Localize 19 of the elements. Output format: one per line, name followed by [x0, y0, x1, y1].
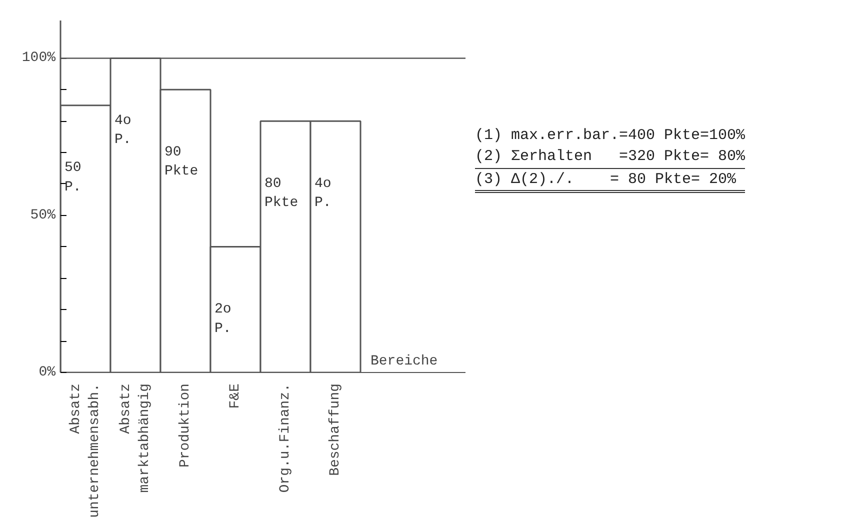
x-tick-label: Produktion [178, 384, 194, 468]
annotation: 4o P. [114, 113, 132, 148]
x-tick-label: F&E [228, 383, 244, 409]
x-tick-label: Org.u.Finanz. [278, 384, 294, 493]
annotation: 90 Pkte [164, 144, 198, 180]
x-axis-title: Bereiche [370, 354, 438, 370]
text: (3) Δ(2)./. = 80 Pkte= 20% [475, 168, 746, 194]
text: (2) Σerhalten =320 Pkte= 80% [475, 146, 746, 169]
annotation: 50 P. [64, 160, 82, 196]
y-tick-label: 50% [30, 207, 56, 224]
text: (1) max.err.bar.=400 Pkte=100% [475, 126, 746, 146]
x-tick-label: Absatz unternehmensabh. [68, 383, 104, 518]
annotation: 80 Pkte [264, 176, 298, 212]
x-tick-label: Absatz marktabhängig [118, 383, 154, 493]
annotation: 4o P. [314, 176, 332, 212]
y-tick-label: 100% [22, 50, 56, 66]
annotation: 2o P. [214, 302, 232, 337]
x-tick-label: Beschaffung [328, 383, 344, 476]
y-tick-label: 0% [38, 364, 56, 380]
